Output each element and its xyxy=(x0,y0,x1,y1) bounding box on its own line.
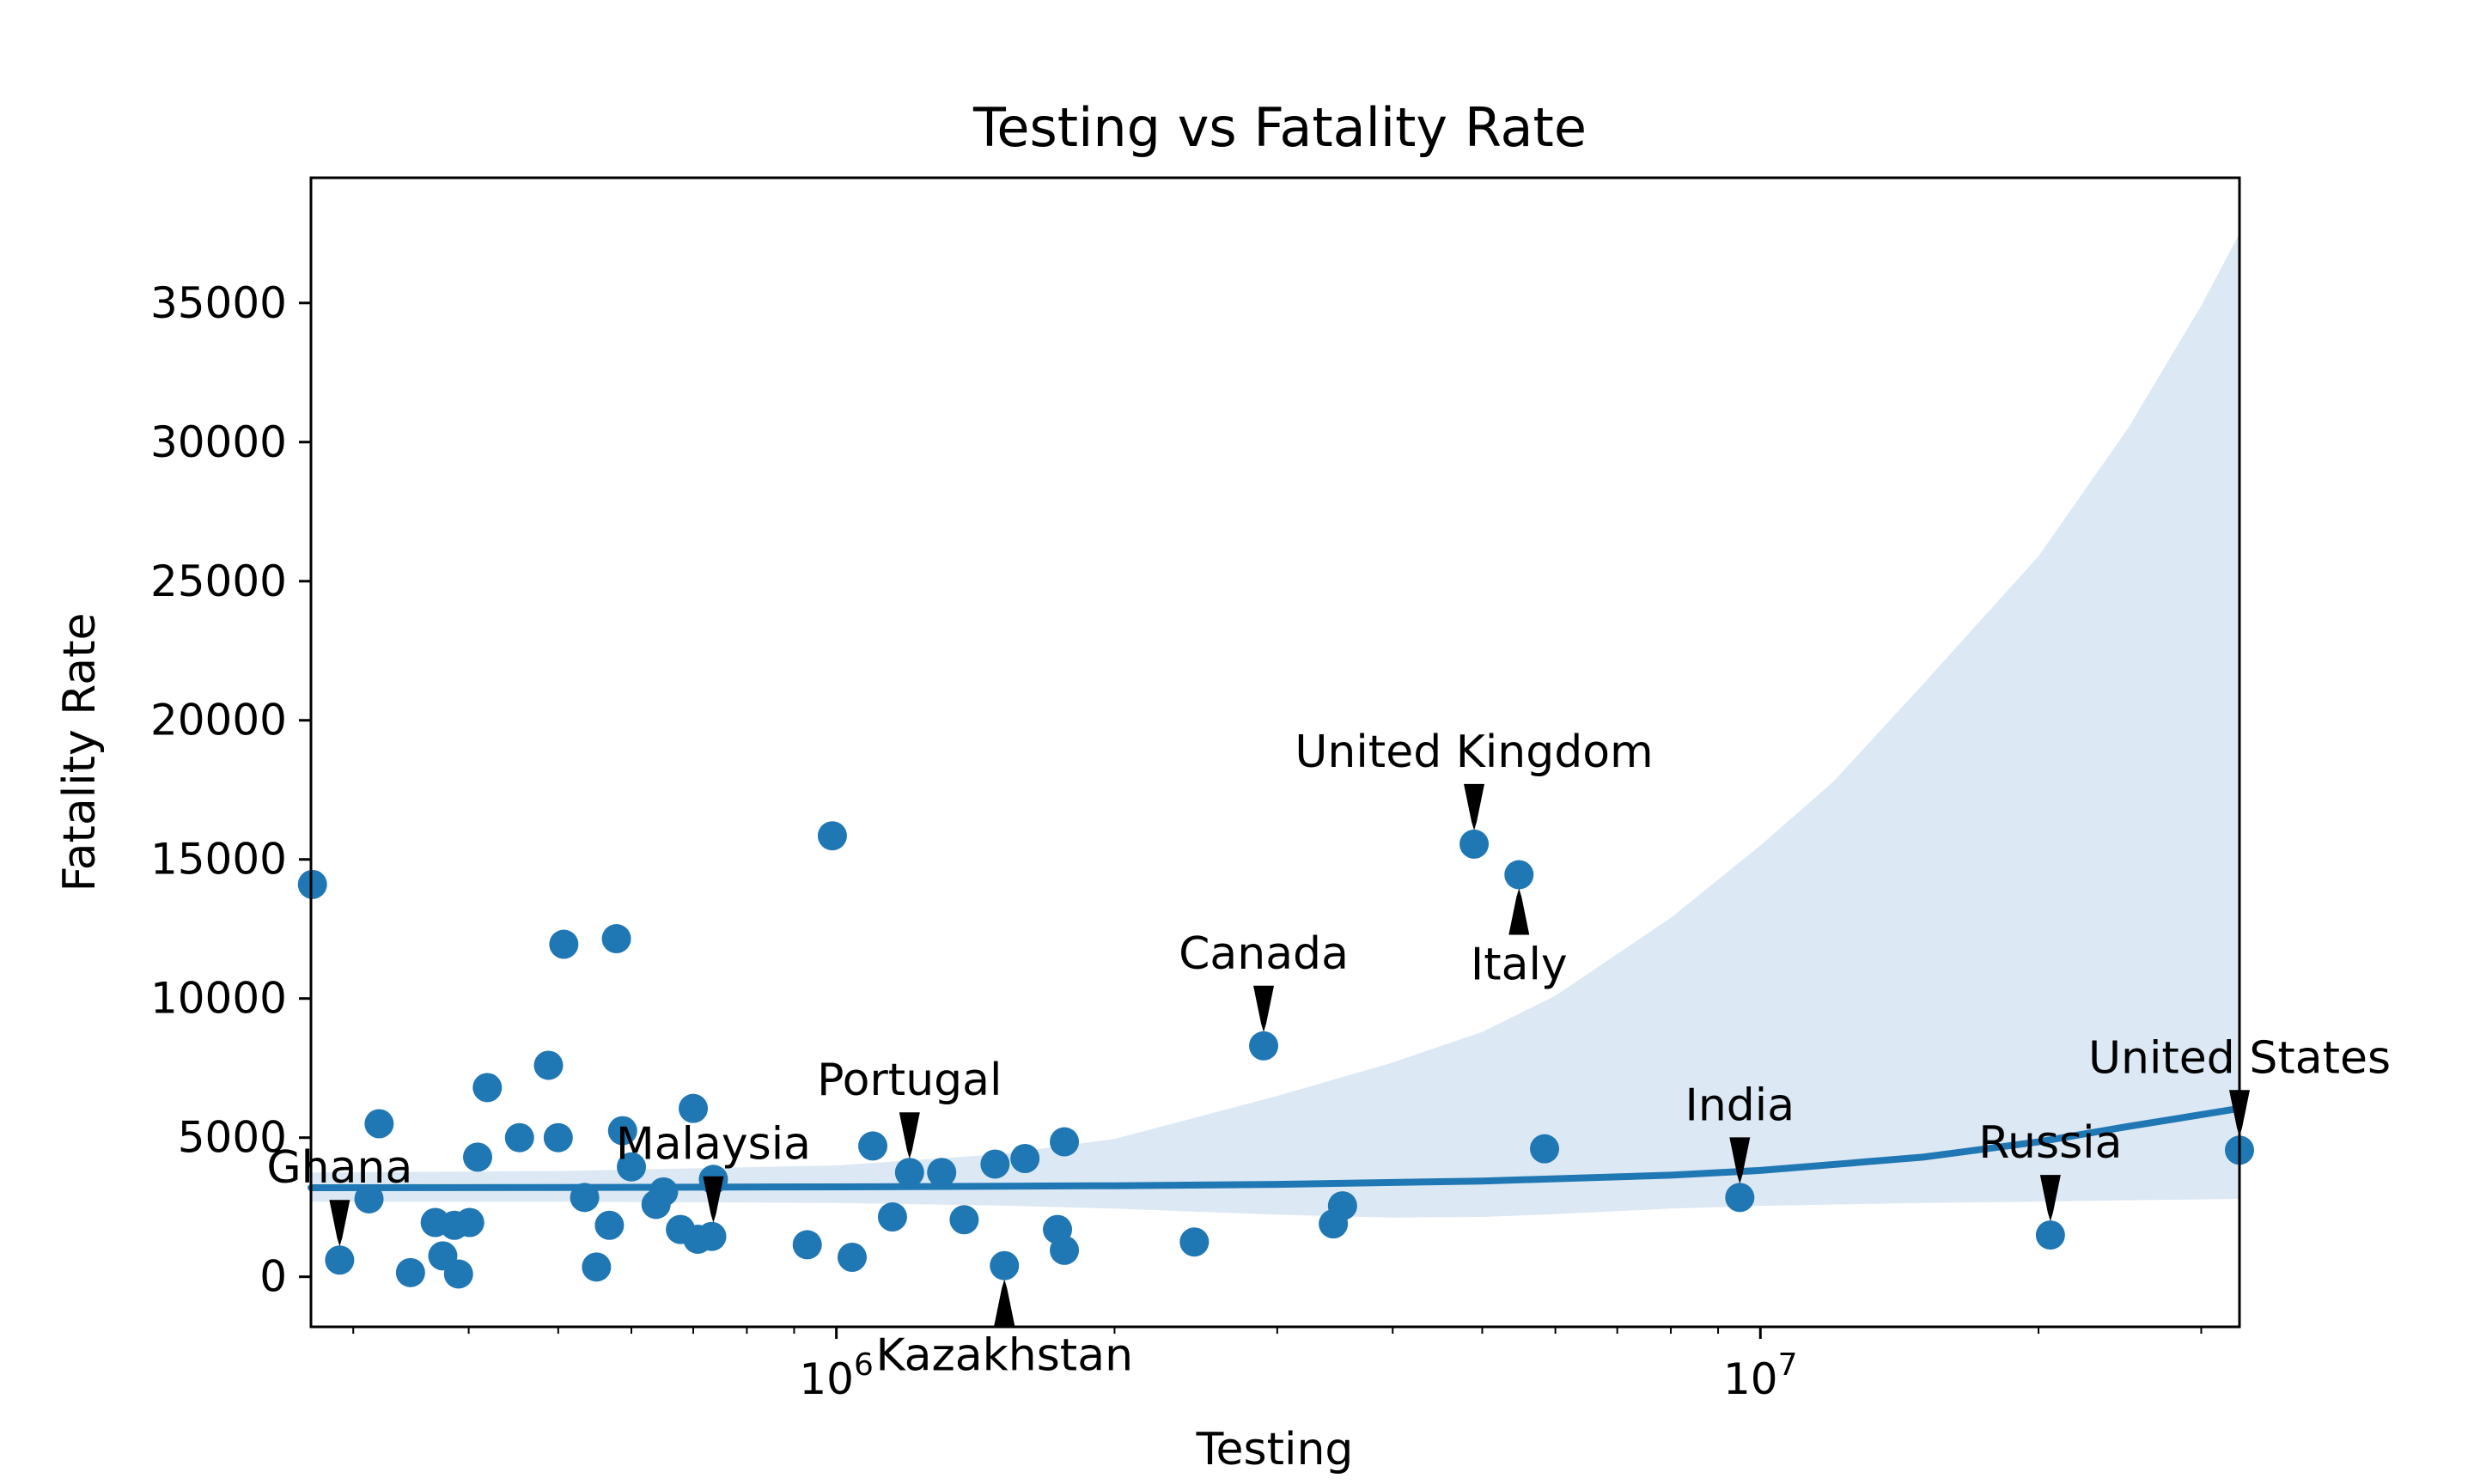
scatter-point xyxy=(594,1210,625,1240)
scatter-point xyxy=(792,1230,822,1260)
scatter-point xyxy=(927,1158,957,1188)
regression-line xyxy=(308,1104,2243,1191)
scatter-point xyxy=(649,1177,679,1207)
y-tick-label: 10000 xyxy=(150,974,287,1024)
scatter-point xyxy=(817,821,847,851)
scatter-point xyxy=(679,1093,709,1123)
scatter-point xyxy=(1725,1183,1755,1213)
x-axis-label: Testing xyxy=(1196,1424,1354,1475)
annotation: Canada xyxy=(1179,928,1349,1032)
scatter-point xyxy=(949,1205,979,1235)
y-tick-label: 0 xyxy=(259,1252,287,1302)
scatter-point xyxy=(582,1252,612,1282)
scatter-point xyxy=(364,1109,394,1139)
x-tick-label: 106 xyxy=(799,1347,874,1404)
scatter-point xyxy=(543,1122,573,1153)
scatter-point xyxy=(395,1257,425,1287)
annotation-arrow xyxy=(1253,985,1275,1032)
annotation-label: Italy xyxy=(1471,940,1568,991)
scatter-point xyxy=(549,929,579,959)
annotation-label: Russia xyxy=(1978,1117,2122,1169)
annotation-arrow xyxy=(1464,783,1485,830)
annotation-label: Canada xyxy=(1179,928,1349,980)
scatter-point xyxy=(1504,860,1534,890)
annotation-arrow xyxy=(994,1279,1015,1326)
scatter-point xyxy=(1530,1134,1560,1164)
axes: 0 5000 10000 15000 20000 25000 30000 35000 106 10… xyxy=(150,278,2203,1404)
y-tick-label: 35000 xyxy=(150,278,287,328)
scatter-point xyxy=(1249,1031,1279,1061)
annotation-label: United Kingdom xyxy=(1295,727,1653,778)
annotation-label: Malaysia xyxy=(616,1119,811,1171)
scatter-point xyxy=(2035,1220,2065,1250)
scatter-point xyxy=(472,1073,503,1103)
annotation-label: Ghana xyxy=(266,1142,412,1194)
scatter-point xyxy=(1459,829,1490,859)
annotation-label: Kazakhstan xyxy=(875,1330,1133,1382)
annotation-arrow xyxy=(329,1200,350,1247)
scatter-point xyxy=(354,1183,384,1213)
plot-frame xyxy=(309,176,2241,1329)
scatter-point xyxy=(454,1207,484,1238)
scatter-point xyxy=(533,1050,564,1080)
scatter-point xyxy=(1179,1227,1210,1257)
scatter-point xyxy=(463,1142,492,1172)
annotation: United Kingdom xyxy=(1295,727,1654,830)
scatter-point xyxy=(1327,1191,1357,1221)
annotation-arrow xyxy=(2039,1175,2061,1222)
scatter-point xyxy=(297,869,327,899)
scatter-point xyxy=(504,1122,534,1153)
y-tick-label: 30000 xyxy=(150,417,287,467)
scatter-point xyxy=(877,1202,907,1232)
scatter-point xyxy=(325,1245,355,1275)
scatter-point xyxy=(1050,1127,1080,1157)
scatter-point xyxy=(894,1158,924,1188)
scatter-point xyxy=(837,1243,867,1273)
chart-title: Testing vs Fatality Rate xyxy=(972,96,1587,159)
annotation-label: Portugal xyxy=(817,1055,1002,1106)
annotation: Ghana xyxy=(266,1142,412,1247)
y-axis-label: Fatality Rate xyxy=(54,612,106,891)
scatter-point xyxy=(617,1152,647,1182)
y-tick-label: 20000 xyxy=(150,696,287,745)
confidence-band xyxy=(311,233,2239,1218)
annotation: Malaysia xyxy=(616,1119,811,1223)
annotation-arrow xyxy=(1508,888,1530,935)
annotation: Italy xyxy=(1471,888,1568,991)
scatter-point xyxy=(990,1250,1020,1280)
annotation: Kazakhstan xyxy=(875,1279,1133,1382)
annotation-label: India xyxy=(1685,1080,1795,1131)
annotation: Russia xyxy=(1978,1117,2123,1222)
scatter-point xyxy=(697,1221,727,1251)
annotation-arrow xyxy=(1729,1137,1751,1184)
scatter-point xyxy=(1050,1235,1080,1265)
scatter-point xyxy=(1010,1143,1040,1173)
scatter-point xyxy=(980,1149,1010,1179)
y-tick-label: 5000 xyxy=(178,1113,287,1163)
annotation-arrow xyxy=(899,1112,920,1159)
y-tick-label: 25000 xyxy=(150,556,287,606)
scatter-point xyxy=(858,1131,888,1161)
annotation: India xyxy=(1685,1080,1795,1184)
x-tick-label: 107 xyxy=(1723,1347,1798,1404)
annotation-arrow xyxy=(703,1176,724,1223)
scatter-point xyxy=(601,924,631,954)
scatter-point xyxy=(607,1116,637,1146)
scatter-point xyxy=(443,1259,473,1289)
y-tick-label: 15000 xyxy=(150,835,287,885)
annotation: Portugal xyxy=(817,1055,1002,1159)
